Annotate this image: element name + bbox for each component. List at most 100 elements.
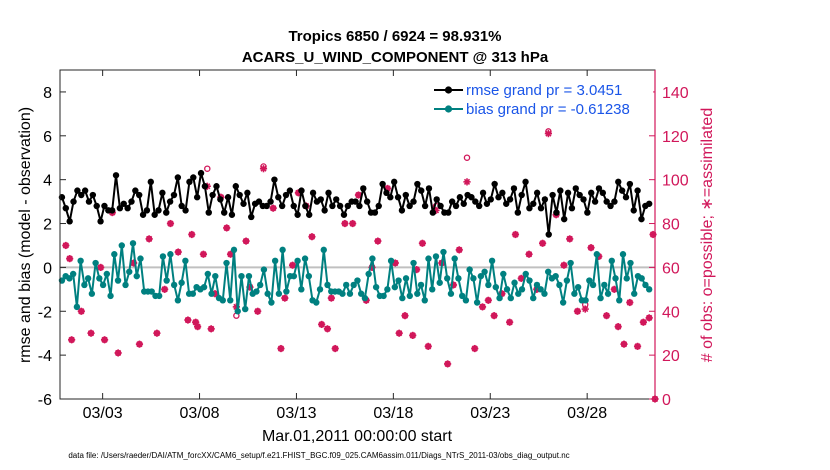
bias-point [346, 290, 354, 297]
rmse-point [618, 187, 626, 194]
rmse-point [217, 196, 224, 203]
obs-assimilated-stroke [324, 325, 331, 332]
obs-assimilated-stroke [615, 323, 622, 330]
rmse-point [603, 198, 610, 205]
rmse-point [190, 174, 197, 181]
rmse-point [166, 198, 174, 205]
bias-point [387, 257, 395, 265]
rmse-point [591, 198, 599, 205]
rmse-point [576, 191, 583, 199]
rmse-point [240, 200, 247, 207]
obs-assimilated-stroke [349, 220, 356, 227]
rmse-point [638, 215, 645, 223]
rmse-point [526, 204, 533, 212]
bias-point [477, 272, 485, 280]
obs-assimilated-marker [418, 239, 427, 247]
rmse-point [499, 189, 506, 197]
obs-assimilated-marker [323, 325, 332, 333]
rmse-point [541, 196, 549, 203]
obs-assimilated-stroke [270, 205, 277, 212]
obs-assimilated-marker [242, 237, 250, 245]
bias-point [500, 270, 507, 278]
rmse-point [306, 211, 313, 218]
rmse-point [487, 196, 494, 203]
rmse-point [626, 180, 634, 188]
obs-assimilated-stroke [277, 345, 285, 352]
rmse-point [437, 202, 444, 210]
bias-point [601, 281, 608, 289]
rmse-point [402, 191, 409, 199]
bias-point [563, 277, 571, 284]
obs-assimilated-stroke [188, 231, 195, 238]
y-tick-label-right: 80 [662, 217, 680, 234]
rmse-point [510, 185, 518, 192]
legend: rmse grand pr = 3.0451 bias grand pr = -… [430, 77, 653, 121]
bias-point [178, 279, 185, 286]
obs-assimilated-stroke [374, 237, 381, 245]
y-axis-label-left: rmse and bias (model - observation) [17, 107, 34, 363]
obs-assimilated-stroke [260, 165, 267, 172]
bias-point [544, 268, 552, 275]
bias-point [96, 275, 103, 282]
bias-point [204, 270, 212, 278]
obs-assimilated-marker [161, 285, 169, 293]
bias-point [73, 303, 81, 311]
y-tick-label-left: 4 [43, 173, 52, 190]
bias-point [298, 286, 305, 293]
rmse-point [78, 191, 85, 199]
rmse-point [588, 189, 595, 197]
obs-assimilated-stroke [392, 259, 399, 267]
rmse-point [630, 207, 637, 214]
y-tick-label-right: 60 [662, 260, 680, 277]
y-tick-label-right: 100 [662, 173, 689, 190]
obs-assimilated-stroke [281, 295, 288, 302]
obs-assimilated-marker [626, 298, 634, 307]
bias-point [414, 290, 421, 297]
rmse-point [205, 209, 212, 216]
rmse-point [89, 191, 97, 199]
obs-assimilated-stroke [341, 220, 348, 227]
bias-point [122, 281, 129, 289]
obs-assimilated-marker [288, 261, 297, 269]
bias-point [518, 286, 526, 293]
obs-assimilated-stroke [479, 303, 486, 310]
obs-assimilated-marker [100, 336, 109, 344]
obs-assimilated-marker [374, 237, 382, 245]
bias-point [567, 259, 574, 267]
obs-assimilated-stroke [444, 360, 451, 367]
bias-point [470, 275, 477, 282]
rmse-point [325, 189, 332, 197]
bias-point [114, 277, 122, 284]
rmse-point [390, 178, 398, 186]
bias-point [466, 266, 473, 273]
series-layer [58, 169, 653, 315]
obs-assimilated-stroke [471, 345, 478, 352]
bias-point [369, 255, 376, 262]
bias-point [320, 246, 327, 254]
bias-point [537, 286, 544, 293]
bias-point [612, 275, 619, 282]
rmse-point [483, 200, 491, 207]
bias-point [234, 308, 241, 315]
obs-assimilated-marker [114, 349, 122, 357]
rmse-point [607, 202, 614, 210]
obs-assimilated-stroke [634, 343, 641, 350]
obs-assimilated-stroke [62, 242, 69, 249]
obs-assimilated-marker [581, 305, 589, 313]
bias-point [556, 281, 563, 289]
rmse-point [387, 194, 394, 201]
obs-assimilated-marker [544, 130, 553, 138]
obs-assimilated-marker [587, 244, 595, 252]
obs-assimilated-marker [281, 294, 289, 302]
obs-assimilated-marker [331, 344, 339, 353]
rmse-point [460, 200, 467, 207]
bias-point [339, 290, 346, 297]
x-tick-label: 03/13 [276, 405, 316, 422]
rmse-point [445, 209, 452, 216]
obs-assimilated-stroke [401, 312, 409, 319]
rmse-point [475, 202, 483, 210]
bias-point [488, 257, 496, 265]
rmse-point [228, 211, 236, 218]
rmse-point [352, 198, 359, 205]
y-tick-label-left: 6 [43, 129, 52, 146]
